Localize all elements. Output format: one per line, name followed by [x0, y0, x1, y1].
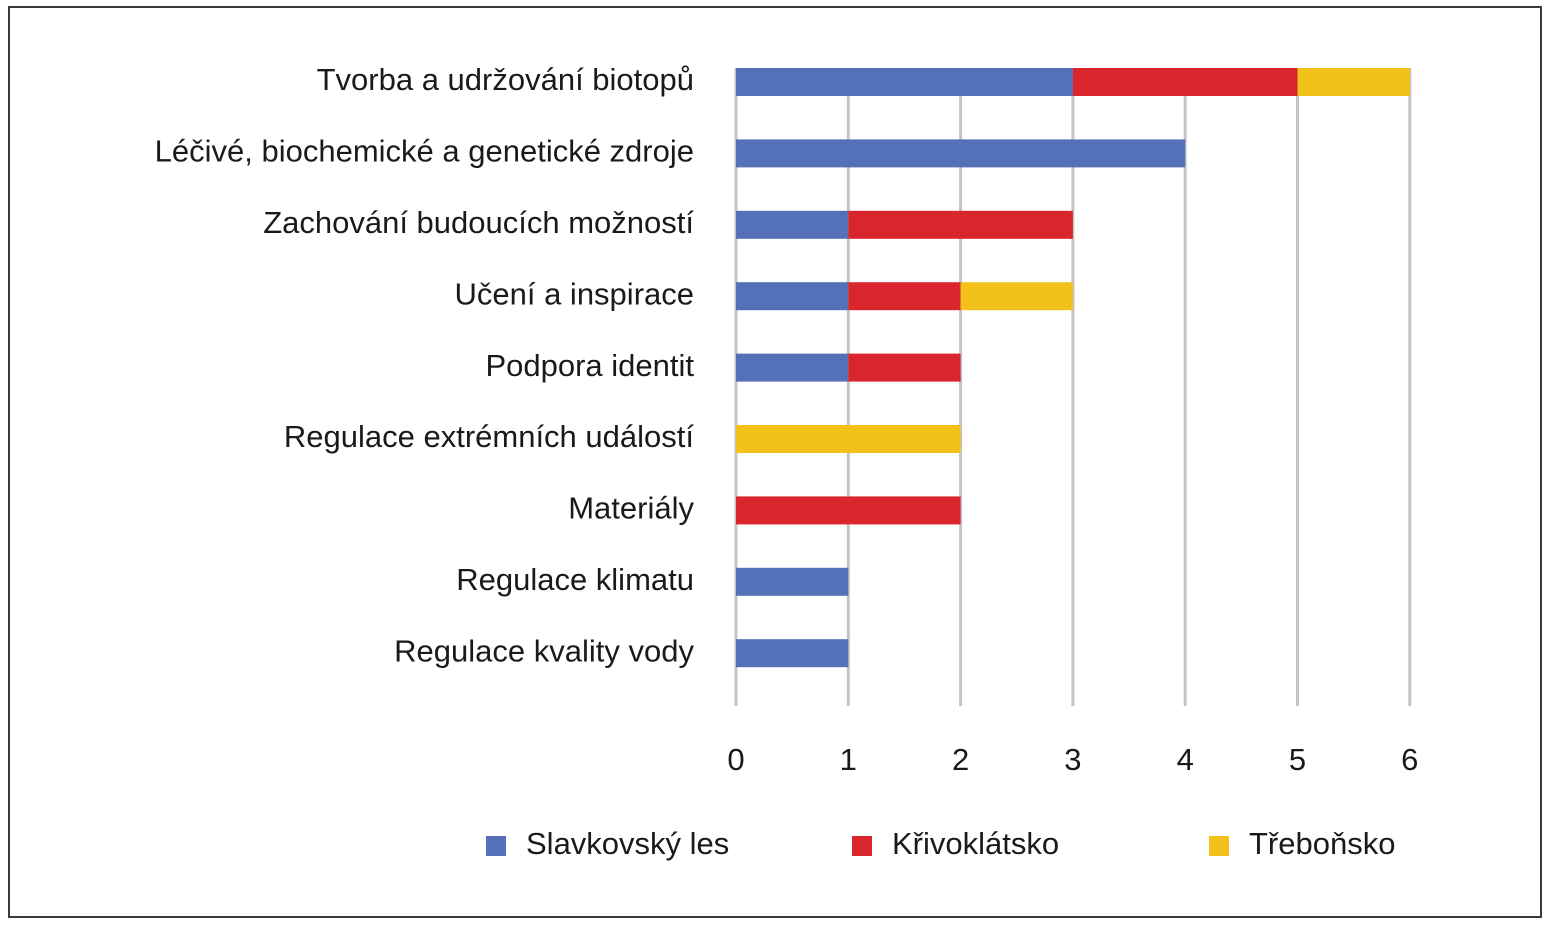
legend-swatch-2 — [852, 836, 872, 856]
bar-segment-1 — [736, 639, 849, 668]
category-label: Tvorba a udržování biotopů — [317, 62, 694, 97]
bars — [736, 68, 1410, 668]
category-label: Podpora identit — [485, 348, 694, 383]
x-tick-label-0: 0 — [727, 742, 744, 777]
legend-swatch-3 — [1209, 836, 1229, 856]
bar-segment-1 — [736, 567, 849, 596]
category-label: Regulace extrémních událostí — [284, 419, 695, 454]
x-tick-label-3: 3 — [1064, 742, 1081, 777]
legend-label-1: Slavkovský les — [526, 826, 729, 861]
bar-segment-2 — [848, 353, 961, 382]
bar-segment-2 — [736, 496, 961, 525]
x-tick-label-2: 2 — [952, 742, 969, 777]
bar-segment-1 — [736, 139, 1186, 168]
bar-segment-2 — [848, 210, 1073, 239]
x-tick-label-6: 6 — [1401, 742, 1418, 777]
bar-segment-1 — [736, 210, 849, 239]
category-labels: Tvorba a udržování biotopů Léčivé, bioche… — [155, 62, 695, 668]
legend: Slavkovský les Křivoklátsko Třeboňsko — [486, 826, 1395, 861]
bar-segment-3 — [736, 425, 961, 453]
category-label: Učení a inspirace — [454, 276, 694, 311]
x-tick-label-1: 1 — [840, 742, 857, 777]
bar-segment-1 — [736, 68, 1073, 96]
legend-label-3: Třeboňsko — [1249, 826, 1395, 861]
bar-segment-2 — [848, 282, 961, 311]
x-axis-ticks: 0 1 2 3 4 5 6 — [727, 742, 1418, 777]
category-label: Léčivé, biochemické a genetické zdroje — [155, 134, 694, 169]
category-label: Regulace klimatu — [456, 562, 694, 597]
legend-label-2: Křivoklátsko — [892, 826, 1059, 861]
bar-segment-2 — [1072, 68, 1298, 96]
bar-segment-1 — [736, 282, 849, 311]
legend-swatch-1 — [486, 836, 506, 856]
category-label: Regulace kvality vody — [394, 633, 694, 668]
bar-segment-3 — [960, 282, 1073, 311]
category-label: Zachování budoucích možností — [263, 205, 694, 240]
bar-segment-1 — [736, 353, 849, 382]
category-label: Materiály — [568, 491, 694, 526]
gridlines — [734, 68, 1412, 706]
x-tick-label-4: 4 — [1177, 742, 1194, 777]
x-tick-label-5: 5 — [1289, 742, 1306, 777]
bar-segment-3 — [1297, 68, 1410, 96]
